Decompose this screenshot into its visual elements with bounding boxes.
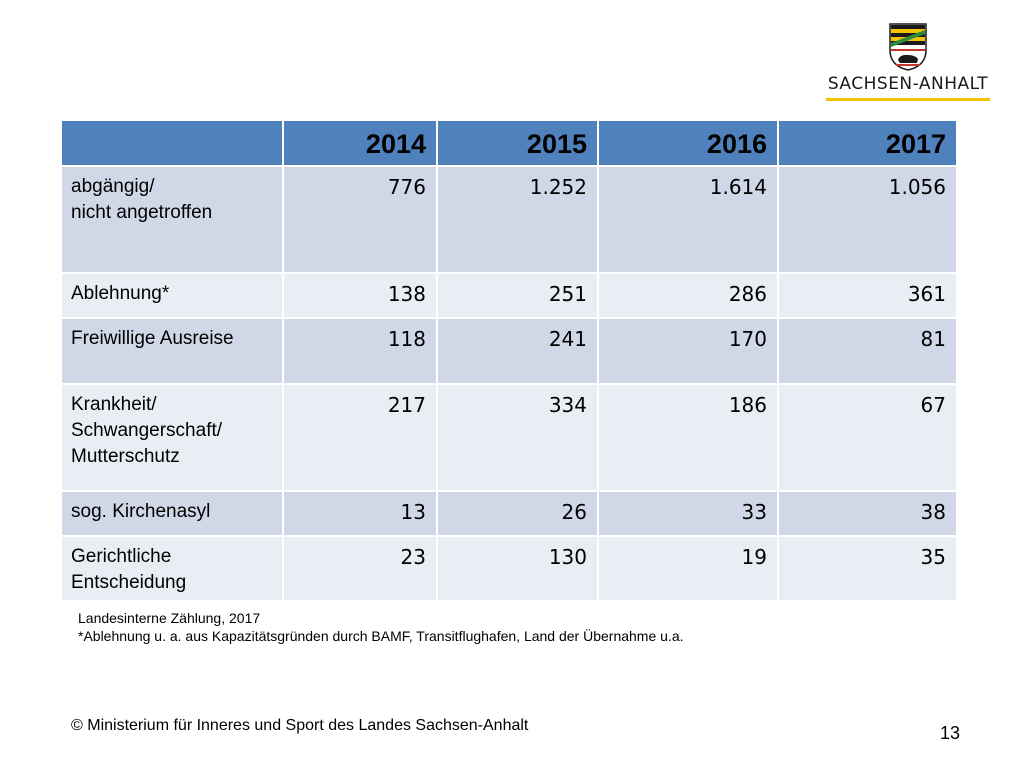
row-label: Ablehnung* [60,272,284,319]
row-label-line: Freiwillige Ausreise [71,328,234,349]
value-cell: 33 [597,490,779,537]
row-label-line: Krankheit/ [71,394,157,415]
row-label-line: Schwangerschaft/ [71,420,223,441]
value-cell: 1.056 [777,165,958,274]
value-cell: 286 [597,272,779,319]
row-label-line: Entscheidung [71,572,187,593]
row-label: Gerichtliche Entscheidung [60,535,284,602]
value-cell: 170 [597,317,779,385]
row-label: abgängig/ nicht angetroffen [60,165,284,274]
row-label-line: sog. Kirchenasyl [71,501,211,522]
header-cell-2016: 2016 [597,119,779,167]
row-label-line: Mutterschutz [71,446,180,467]
value-cell: 23 [282,535,438,602]
coat-of-arms-icon [889,23,927,71]
table-row: sog. Kirchenasyl 13 26 33 38 [60,490,958,537]
value-cell: 67 [777,383,958,492]
value-cell: 118 [282,317,438,385]
statistics-table: 2014 2015 2016 2017 abgängig/ nicht ange… [60,119,958,602]
row-label-line: abgängig/ [71,176,155,197]
value-cell: 776 [282,165,438,274]
value-cell: 217 [282,383,438,492]
header-cell-2015: 2015 [436,119,599,167]
value-cell: 186 [597,383,779,492]
copyright-footer: © Ministerium für Inneres und Sport des … [71,717,529,734]
table-notes: Landesinterne Zählung, 2017 *Ablehnung u… [78,609,684,645]
source-note: Landesinterne Zählung, 2017 [78,610,261,626]
row-label: Freiwillige Ausreise [60,317,284,385]
value-cell: 1.252 [436,165,599,274]
table-row: Gerichtliche Entscheidung 23 130 19 35 [60,535,958,602]
value-cell: 361 [777,272,958,319]
row-label-line: Ablehnung* [71,283,170,304]
value-cell: 138 [282,272,438,319]
row-label-line: Gerichtliche [71,546,172,567]
row-label: sog. Kirchenasyl [60,490,284,537]
footnote: *Ablehnung u. a. aus Kapazitätsgründen d… [78,628,684,644]
value-cell: 19 [597,535,779,602]
value-cell: 26 [436,490,599,537]
table-row: abgängig/ nicht angetroffen 776 1.252 1.… [60,165,958,274]
row-label: Krankheit/ Schwangerschaft/ Mutterschutz [60,383,284,492]
table-row: Freiwillige Ausreise 118 241 170 81 [60,317,958,385]
header-cell-empty [60,119,284,167]
value-cell: 81 [777,317,958,385]
state-logo: SACHSEN-ANHALT [826,22,990,104]
logo-underline [826,98,990,101]
header-cell-2014: 2014 [282,119,438,167]
header-cell-2017: 2017 [777,119,958,167]
table-row: Ablehnung* 138 251 286 361 [60,272,958,319]
row-label-line: nicht angetroffen [71,202,213,223]
value-cell: 334 [436,383,599,492]
value-cell: 241 [436,317,599,385]
value-cell: 13 [282,490,438,537]
page-number: 13 [940,723,961,743]
value-cell: 251 [436,272,599,319]
table-header-row: 2014 2015 2016 2017 [60,119,958,167]
value-cell: 35 [777,535,958,602]
state-wordmark: SACHSEN-ANHALT [827,74,989,94]
value-cell: 38 [777,490,958,537]
table-row: Krankheit/ Schwangerschaft/ Mutterschutz… [60,383,958,492]
value-cell: 1.614 [597,165,779,274]
value-cell: 130 [436,535,599,602]
